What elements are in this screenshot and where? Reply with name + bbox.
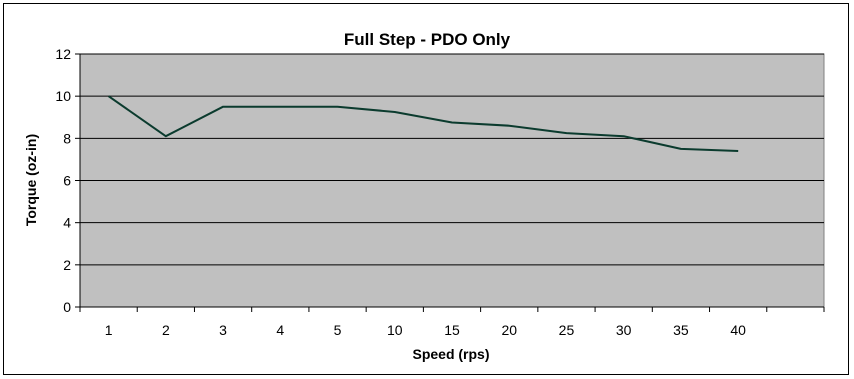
x-tick-label: 40 (730, 322, 746, 338)
x-tick-label: 20 (501, 322, 517, 338)
x-tick-label: 3 (219, 322, 227, 338)
x-axis-ticks: 1 2 3 4 5 10 15 20 25 30 35 40 (79, 307, 825, 338)
y-tick-label: 4 (63, 215, 71, 231)
y-tick-label: 6 (63, 173, 71, 189)
series-layer (108, 95, 739, 152)
x-tick-label: 30 (616, 322, 632, 338)
y-tick-label: 0 (63, 299, 71, 315)
x-tick-label: 2 (162, 322, 170, 338)
x-tick-label: 35 (673, 322, 689, 338)
y-tick-label: 12 (55, 46, 71, 62)
y-axis-ticks: 0 2 4 6 8 10 12 (55, 46, 80, 315)
x-tick-label: 5 (334, 322, 342, 338)
series-line (108, 95, 739, 152)
x-tick-label: 4 (276, 322, 284, 338)
gridlines (80, 53, 824, 266)
y-tick-label: 8 (63, 130, 71, 146)
y-tick-label: 2 (63, 257, 71, 273)
x-tick-label: 25 (559, 322, 575, 338)
x-tick-label: 10 (387, 322, 403, 338)
x-tick-label: 15 (444, 322, 460, 338)
x-axis-label: Speed (rps) (412, 346, 489, 362)
y-axis-label: Torque (oz-in) (23, 134, 39, 226)
y-tick-label: 10 (55, 88, 71, 104)
chart-title: Full Step - PDO Only (344, 30, 511, 49)
x-tick-label: 1 (105, 322, 113, 338)
